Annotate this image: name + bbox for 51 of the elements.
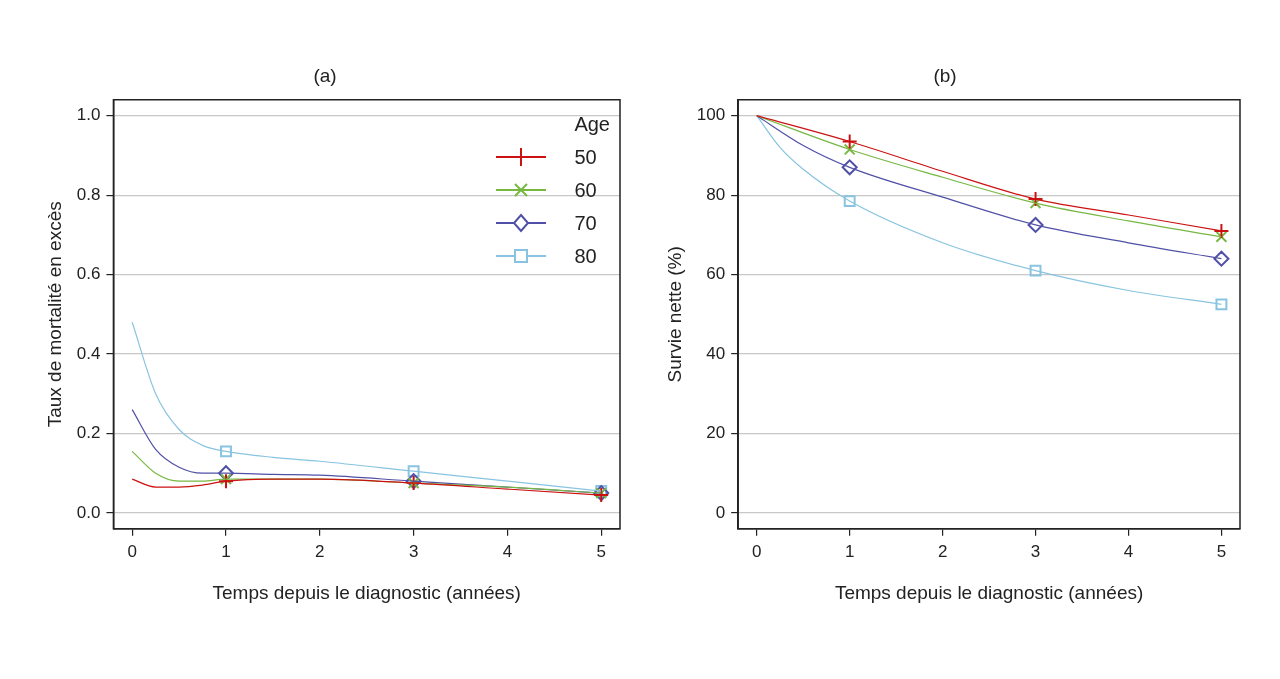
x-axis-title: Temps depuis le diagnostic (années) [834,581,1144,603]
x-tick-label: 1 [844,541,855,561]
chart-title: (b) [933,64,957,86]
y-tick-label: 0.0 [76,502,101,522]
point [1213,250,1230,267]
x-tick-label: 3 [408,541,419,561]
y-tick-label: 0.4 [76,343,101,363]
y-tick-label: 80 [706,184,726,204]
x-tick-label: 1 [221,541,231,561]
legend-label: 80 [574,243,597,269]
y-tick-label: 0.6 [76,264,101,284]
x-tick-label: 0 [752,541,762,561]
y-axis-title: Taux de mortalité en excès [43,201,65,428]
legend-title: Age [573,111,610,137]
x-tick-label: 2 [315,541,325,561]
y-tick-label: 60 [706,264,726,284]
y-tick-label: 1.0 [76,105,101,125]
y-tick-label: 40 [706,343,726,363]
point [1213,222,1230,239]
x-tick-label: 0 [127,541,137,561]
point [1029,264,1042,277]
x-tick-label: 4 [502,541,513,561]
y-axis-title: Survie nette (%) [663,246,685,383]
x-axis-title: Temps depuis le diagnostic (années) [212,581,521,603]
point [1027,216,1044,233]
point [843,143,856,156]
x-tick-label: 2 [937,541,948,561]
x-tick-label: 3 [1030,541,1041,561]
y-tick-label: 0.2 [76,423,101,443]
legend-label: 60 [574,177,597,203]
point [1215,298,1228,311]
y-tick-label: 0 [715,502,726,522]
point [407,465,420,478]
point [843,195,856,208]
point [1029,197,1042,210]
point [220,445,232,458]
x-tick-label: 4 [1123,541,1134,561]
point [218,465,234,482]
x-tick-label: 5 [1216,541,1227,561]
y-tick-label: 20 [706,423,726,443]
legend-label: 50 [574,144,597,170]
chart-title: (a) [313,64,337,86]
point [1027,191,1044,208]
x-tick-label: 5 [596,541,606,561]
y-tick-label: 100 [696,105,726,125]
point [220,473,232,486]
y-tick-label: 0.8 [76,184,101,204]
point [218,473,234,490]
point [841,133,858,150]
point [841,159,858,176]
legend-label: 70 [574,210,597,236]
